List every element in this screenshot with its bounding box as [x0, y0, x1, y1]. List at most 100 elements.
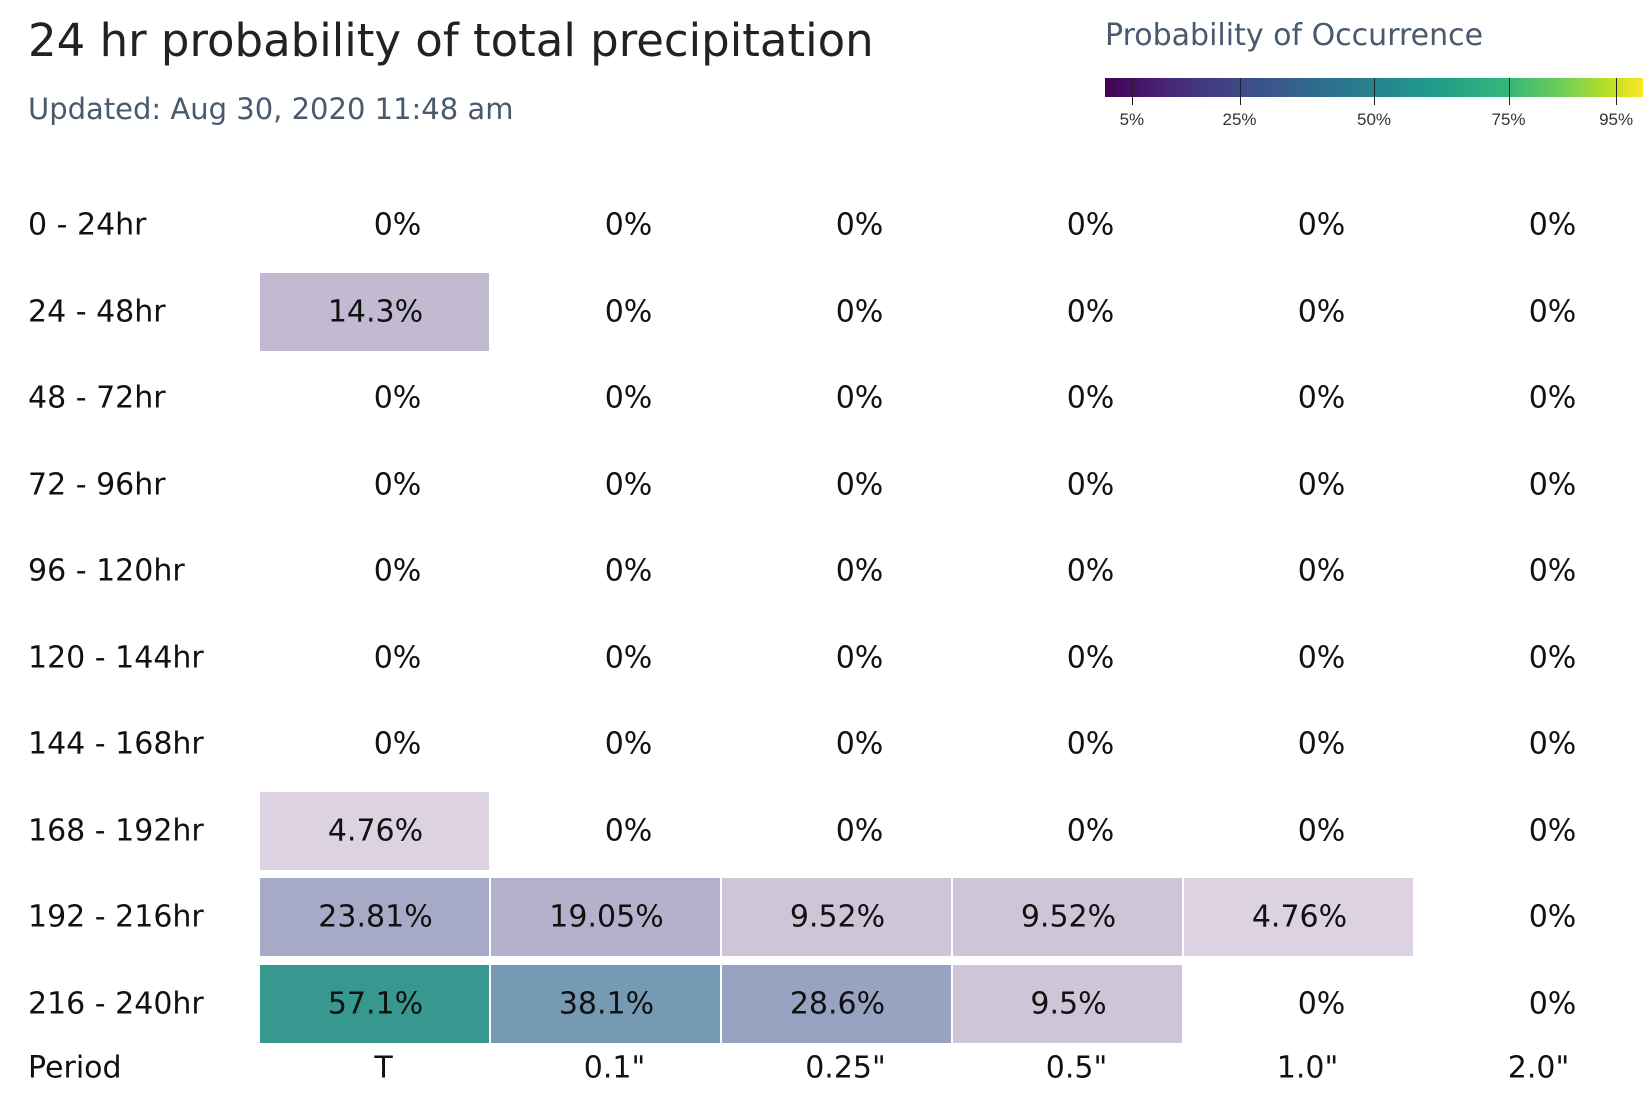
cell-value-label: 0% — [1528, 294, 1577, 330]
row-label: 24 - 48hr — [28, 294, 166, 330]
cell-value-label: 0% — [604, 640, 653, 676]
heatmap-cell[interactable] — [491, 964, 720, 1043]
cell-value-label: 0% — [1528, 467, 1577, 503]
legend-tick — [1239, 78, 1241, 105]
column-label: 2.0" — [1507, 1050, 1570, 1086]
heatmap-cell[interactable] — [491, 878, 720, 957]
cell-value-label: 0% — [373, 207, 422, 243]
cell-value-label: 57.1% — [327, 986, 424, 1022]
row-label: 216 - 240hr — [28, 986, 204, 1022]
column-label: 0.5" — [1045, 1050, 1108, 1086]
cell-value-label: 0% — [835, 380, 884, 416]
cell-value-label: 0% — [1297, 813, 1346, 849]
row-label: 120 - 144hr — [28, 640, 204, 676]
updated-timestamp: Updated: Aug 30, 2020 11:48 am — [28, 92, 514, 126]
heatmap-cell[interactable] — [953, 878, 1182, 957]
heatmap-cell[interactable] — [722, 964, 951, 1043]
cell-value-label: 0% — [373, 640, 422, 676]
heatmap-cell[interactable] — [1184, 878, 1413, 957]
legend-title: Probability of Occurrence — [1105, 18, 1484, 53]
cell-value-label: 0% — [373, 553, 422, 589]
cell-value-label: 0% — [1297, 467, 1346, 503]
cell-value-label: 0% — [1528, 726, 1577, 762]
cell-value-label: 9.52% — [1020, 899, 1117, 935]
cell-value-label: 0% — [835, 294, 884, 330]
heatmap-cell[interactable] — [260, 272, 489, 351]
cell-value-label: 0% — [604, 380, 653, 416]
cell-value-label: 0% — [373, 726, 422, 762]
cell-value-label: 19.05% — [549, 899, 664, 935]
cell-value-label: 0% — [835, 813, 884, 849]
cell-value-label: 0% — [1528, 899, 1577, 935]
cell-value-label: 0% — [1066, 467, 1115, 503]
cell-value-label: 0% — [835, 467, 884, 503]
cell-value-label: 0% — [373, 380, 422, 416]
cell-value-label: 0% — [1528, 640, 1577, 676]
cell-value-label: 4.76% — [327, 813, 424, 849]
cell-value-label: 9.52% — [789, 899, 886, 935]
cell-value-label: 4.76% — [1251, 899, 1348, 935]
legend-tick — [1374, 78, 1375, 105]
heatmap-cell[interactable] — [260, 964, 489, 1043]
cell-value-label: 28.6% — [789, 986, 886, 1022]
cell-value-label: 0% — [1528, 380, 1577, 416]
heatmap-cell[interactable] — [953, 964, 1182, 1043]
cell-value-label: 0% — [1297, 380, 1346, 416]
cell-value-label: 0% — [604, 726, 653, 762]
cell-value-label: 0% — [1297, 207, 1346, 243]
legend-tick — [1508, 78, 1510, 105]
colorbar-legend: Probability of Occurrence 5% 25% 50% 75% 95% — [1105, 18, 1650, 138]
cell-value-label: 0% — [835, 553, 884, 589]
row-label: 192 - 216hr — [28, 899, 204, 935]
cell-value-label: 38.1% — [558, 986, 655, 1022]
column-label: T — [374, 1050, 393, 1086]
column-label: 0.1" — [583, 1050, 646, 1086]
period-axis-label: Period — [28, 1050, 122, 1086]
cell-value-label: 0% — [1066, 294, 1115, 330]
legend-tick-label: 75% — [1491, 110, 1526, 129]
cell-value-label: 14.3% — [327, 294, 424, 330]
cell-value-label: 0% — [1066, 380, 1115, 416]
cell-value-label: 0% — [604, 467, 653, 503]
cell-value-label: 0% — [1297, 294, 1346, 330]
row-label: 168 - 192hr — [28, 813, 204, 849]
cell-value-label: 0% — [1066, 640, 1115, 676]
cell-value-label: 0% — [1528, 813, 1577, 849]
row-label: 0 - 24hr — [28, 207, 147, 243]
cell-value-label: 0% — [1297, 986, 1346, 1022]
cell-value-label: 0% — [1066, 207, 1115, 243]
cell-value-label: 0% — [835, 207, 884, 243]
legend-tick-label: 95% — [1599, 110, 1634, 129]
column-label: 1.0" — [1276, 1050, 1339, 1086]
legend-tick — [1131, 78, 1133, 105]
legend-tick-label: 25% — [1222, 110, 1257, 129]
chart-title: 24 hr probability of total precipitation — [28, 14, 874, 67]
cell-value-label: 0% — [835, 640, 884, 676]
cell-value-label: 0% — [1066, 726, 1115, 762]
legend-tick-label: 5% — [1119, 110, 1145, 129]
cell-value-label: 0% — [604, 553, 653, 589]
cell-value-label: 0% — [1528, 553, 1577, 589]
legend-tick — [1616, 78, 1618, 105]
cell-value-label: 23.81% — [318, 899, 433, 935]
cell-value-label: 0% — [1066, 813, 1115, 849]
heatmap-cell[interactable] — [260, 791, 489, 870]
cell-value-label: 9.5% — [1030, 986, 1107, 1022]
cell-value-label: 0% — [604, 813, 653, 849]
row-label: 48 - 72hr — [28, 380, 166, 416]
heatmap-cell[interactable] — [722, 878, 951, 957]
cell-value-label: 0% — [604, 207, 653, 243]
cell-value-label: 0% — [373, 467, 422, 503]
cell-value-label: 0% — [1297, 640, 1346, 676]
cell-value-label: 0% — [604, 294, 653, 330]
heatmap-cell[interactable] — [260, 878, 489, 957]
cell-value-label: 0% — [835, 726, 884, 762]
cell-value-label: 0% — [1528, 207, 1577, 243]
legend-tick-label: 50% — [1356, 110, 1392, 129]
cell-value-label: 0% — [1066, 553, 1115, 589]
cell-value-label: 0% — [1297, 726, 1346, 762]
cell-value-label: 0% — [1528, 986, 1577, 1022]
row-label: 96 - 120hr — [28, 553, 185, 589]
row-label: 72 - 96hr — [28, 467, 166, 503]
